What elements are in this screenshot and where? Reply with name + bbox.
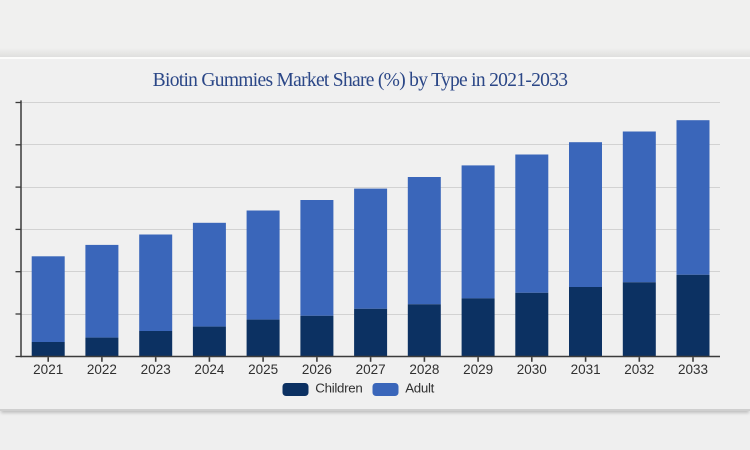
svg-text:Adult: Adult — [405, 380, 434, 395]
svg-text:2032: 2032 — [624, 362, 654, 377]
svg-text:2030: 2030 — [517, 362, 547, 377]
svg-text:2027: 2027 — [356, 362, 386, 377]
svg-text:2028: 2028 — [409, 362, 439, 377]
svg-text:2033: 2033 — [678, 362, 708, 377]
svg-text:2024: 2024 — [194, 362, 225, 377]
svg-text:2021: 2021 — [33, 362, 63, 377]
svg-text:2023: 2023 — [141, 362, 171, 377]
svg-text:2022: 2022 — [87, 362, 117, 377]
svg-text:2031: 2031 — [571, 362, 601, 377]
svg-text:2025: 2025 — [248, 362, 278, 377]
svg-text:Biotin Gummies Market Share (%: Biotin Gummies Market Share (%) by Type … — [153, 70, 568, 91]
svg-text:Children: Children — [315, 380, 362, 395]
svg-text:2026: 2026 — [302, 362, 332, 377]
svg-text:2029: 2029 — [463, 362, 493, 377]
